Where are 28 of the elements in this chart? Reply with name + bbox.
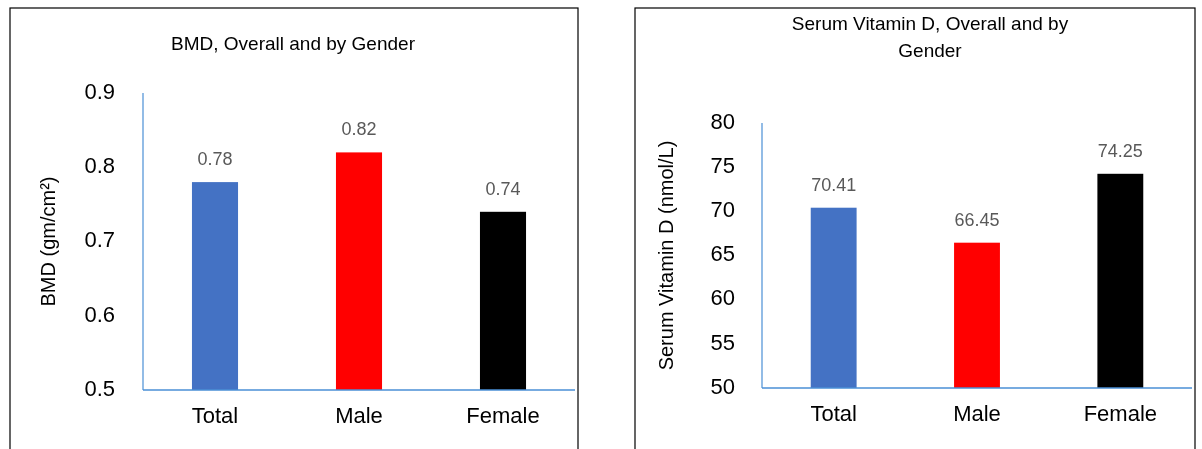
x-tick-label: Female [1083, 401, 1158, 426]
y-tick-label: 75 [710, 152, 735, 178]
y-axis-title: Serum Vitamin D (nmol/L) [655, 140, 678, 371]
data-label: 66.45 [954, 209, 1000, 230]
y-tick-label: 0.5 [84, 375, 115, 401]
y-tick-label: 50 [710, 373, 735, 399]
y-tick-label: 0.8 [84, 153, 115, 179]
chart-title: BMD, Overall and by Gender [171, 33, 416, 55]
data-label: 70.41 [811, 174, 857, 195]
y-tick-label: 60 [710, 285, 735, 311]
y-tick-label: 80 [710, 108, 735, 134]
x-tick-label: Male [335, 403, 383, 428]
chart-title: Serum Vitamin D, Overall and by Gender [791, 13, 1069, 62]
y-tick-label: 70 [710, 197, 735, 223]
y-tick-label: 65 [710, 241, 735, 267]
x-tick-label: Female [466, 403, 540, 428]
x-tick-label: Total [810, 401, 857, 426]
data-label: 74.25 [1097, 140, 1143, 161]
y-tick-label: 0.6 [84, 301, 115, 327]
y-axis-title: BMD (gm/cm²) [37, 176, 60, 307]
data-label: 0.74 [485, 178, 521, 199]
y-tick-label: 0.9 [84, 78, 115, 104]
x-tick-label: Total [191, 403, 239, 428]
data-label: 0.78 [197, 149, 233, 170]
y-tick-label: 55 [710, 329, 735, 355]
x-tick-label: Male [953, 401, 1001, 426]
y-tick-label: 0.7 [84, 227, 115, 253]
data-label: 0.82 [341, 119, 377, 140]
